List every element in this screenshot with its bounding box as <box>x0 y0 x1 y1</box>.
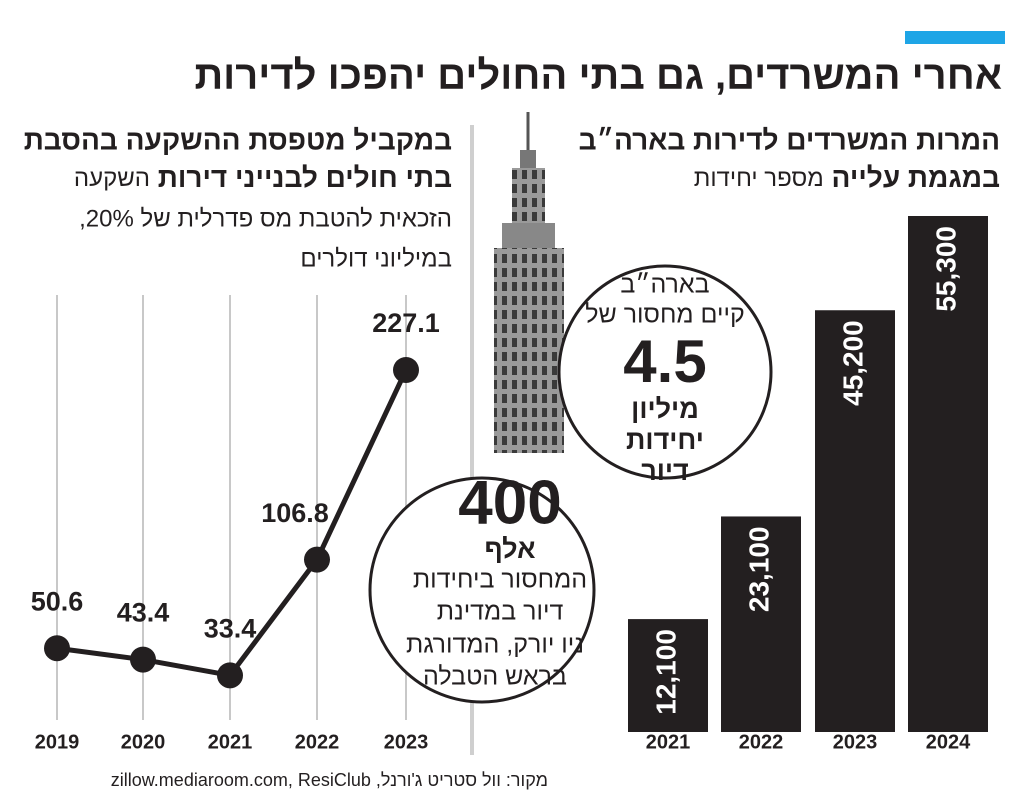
annotation-text: בראש הטבלה <box>423 663 567 691</box>
point <box>304 546 330 573</box>
value-label: 43.4 <box>117 598 170 628</box>
annotation-text: דיור במדינת <box>437 598 564 626</box>
bar <box>908 216 988 732</box>
chart-title-line: במגמת עלייה מספר יחידות <box>694 162 1000 193</box>
point <box>217 662 243 689</box>
x-tick-label: 2020 <box>121 731 166 753</box>
accent-bar <box>905 31 1005 44</box>
value-label: 33.4 <box>204 613 257 643</box>
page-title: אחרי המשרדים, גם בתי החולים יהפכו לדירות <box>194 54 1002 98</box>
chart-title: במגמת עלייה <box>832 162 1000 193</box>
chart-title: המרות המשרדים לדירות בארה״ב <box>579 124 1000 155</box>
chart-title: במקביל מטפסת ההשקעה בהסבת <box>24 124 452 155</box>
value-label: 50.6 <box>31 586 84 616</box>
value-label: 23,100 <box>743 526 774 612</box>
annotation-figure: 400 <box>458 468 561 537</box>
value-label: 45,200 <box>837 320 868 406</box>
point <box>393 357 419 383</box>
x-tick-label: 2021 <box>208 731 253 753</box>
chart-subtitle: הזכאית להטבת מס פדרלית של 20%, <box>79 205 452 232</box>
annotation-text: יחידות <box>626 425 704 455</box>
annotation-circle <box>368 476 596 704</box>
annotation-figure: 4.5 <box>623 328 706 395</box>
value-label: 227.1 <box>372 308 440 338</box>
x-tick-label: 2023 <box>833 731 878 753</box>
annotation-text: ניו יורק, המדורגת <box>406 631 584 659</box>
point <box>44 635 70 662</box>
annotation-circle <box>557 264 773 480</box>
annotation-text: המחסור ביחידות <box>413 566 587 594</box>
chart-title-line: בתי חולים לבנייני דירות השקעה <box>74 162 452 193</box>
chart-subtitle: במיליוני דולרים <box>300 245 452 272</box>
point <box>130 646 156 673</box>
chart-subtitle: השקעה <box>74 165 150 192</box>
value-label: 12,100 <box>650 629 681 715</box>
skyscraper <box>494 112 564 453</box>
annotation-text: דיור <box>641 456 689 486</box>
x-tick-label: 2022 <box>295 731 340 753</box>
bar <box>815 310 895 732</box>
annotation-text: מיליון <box>631 394 699 424</box>
value-label: 55,300 <box>930 226 961 312</box>
source: מקור: וול סטריט ג'ורנל, zillow.mediaroom… <box>111 770 548 790</box>
x-tick-label: 2023 <box>384 731 429 753</box>
x-tick-label: 2021 <box>646 731 691 753</box>
x-tick-label: 2022 <box>739 731 784 753</box>
x-tick-label: 2024 <box>926 731 971 753</box>
bar <box>721 516 801 732</box>
x-tick-label: 2019 <box>35 731 80 753</box>
annotation-text: בארה״ב <box>620 271 709 299</box>
chart-subtitle: מספר יחידות <box>694 165 824 192</box>
annotation-text: קיים מחסור של <box>585 301 744 329</box>
annotation-text: אלף <box>485 534 536 564</box>
chart-title: בתי חולים לבנייני דירות <box>158 162 452 193</box>
value-label: 106.8 <box>261 498 329 528</box>
bar <box>628 619 708 732</box>
